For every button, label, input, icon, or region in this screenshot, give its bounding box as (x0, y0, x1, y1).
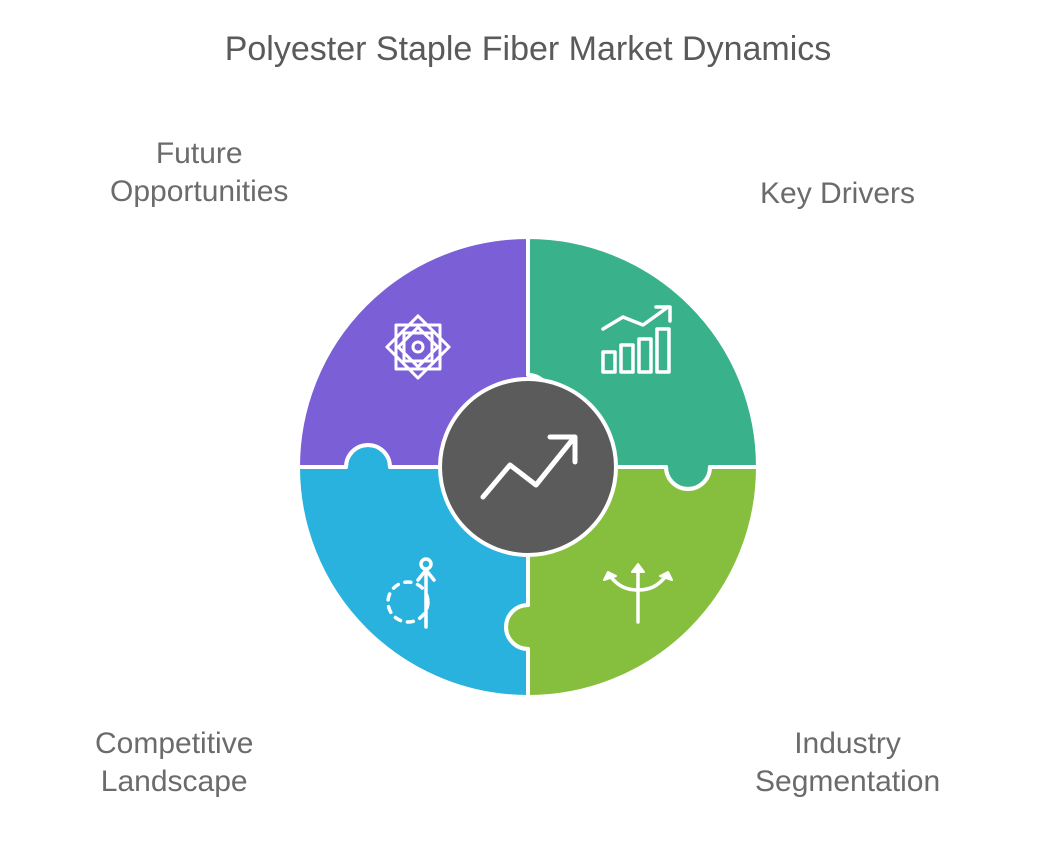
label-future-opportunities: Future Opportunities (110, 135, 288, 210)
diagram-title: Polyester Staple Fiber Market Dynamics (0, 0, 1056, 69)
label-competitive-landscape: Competitive Landscape (95, 725, 253, 800)
label-key-drivers: Key Drivers (760, 175, 915, 213)
puzzle-circle-svg (268, 207, 788, 727)
label-industry-segmentation: Industry Segmentation (755, 725, 940, 800)
center-circle (440, 379, 616, 555)
